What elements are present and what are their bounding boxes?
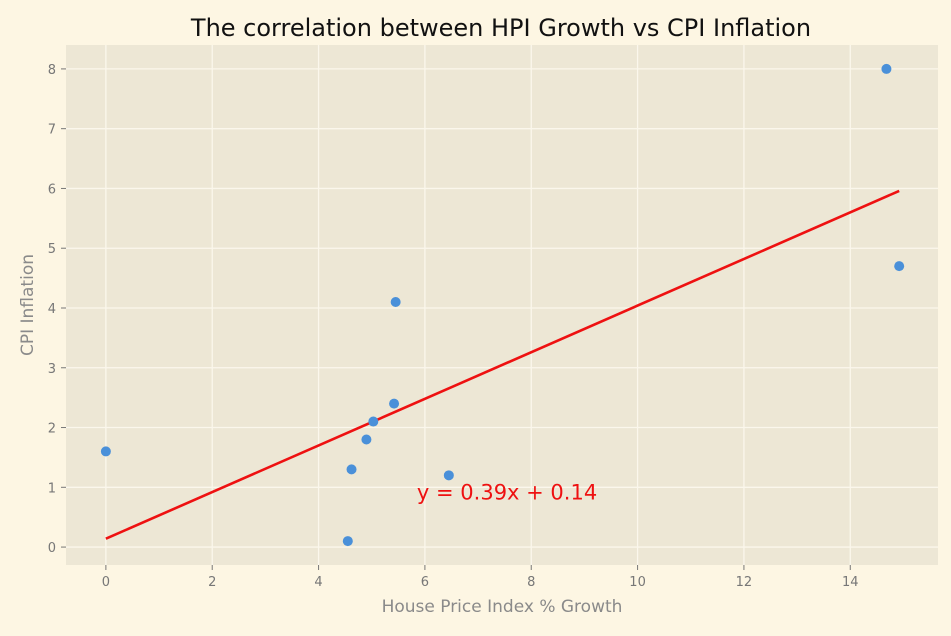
x-tick-label: 4 (314, 575, 322, 590)
x-tick-label: 8 (527, 575, 535, 590)
data-point (100, 446, 111, 457)
trendline (105, 189, 900, 540)
y-tick-label: 7 (48, 123, 56, 138)
y-tick-label: 4 (48, 302, 56, 317)
x-tick-label: 10 (629, 575, 646, 590)
regression-equation: y = 0.39x + 0.14 (417, 480, 597, 504)
y-tick-label: 2 (48, 422, 56, 437)
y-tick-label: 0 (48, 541, 56, 556)
y-tick-label: 3 (48, 362, 56, 377)
data-point (368, 416, 379, 427)
y-tick-label: 8 (48, 63, 56, 78)
x-tick-label: 2 (208, 575, 216, 590)
x-tick-label: 12 (736, 575, 753, 590)
y-tick-label: 1 (48, 481, 56, 496)
data-point (443, 470, 454, 481)
x-tick-label: 0 (102, 575, 110, 590)
data-point (389, 398, 400, 409)
data-point (894, 261, 905, 272)
plot-area (66, 45, 938, 565)
y-tick-label: 6 (48, 182, 56, 197)
y-tick-label: 5 (48, 242, 56, 257)
data-point (390, 297, 401, 308)
data-point (346, 464, 357, 475)
chart-title: The correlation between HPI Growth vs CP… (190, 14, 811, 42)
x-axis-label: House Price Index % Growth (382, 597, 623, 617)
data-point (881, 63, 892, 74)
data-point (361, 434, 372, 445)
trendline-group (105, 189, 900, 540)
data-points (100, 63, 905, 547)
x-tick-label: 14 (842, 575, 859, 590)
grid-lines (66, 45, 938, 565)
x-tick-label: 6 (421, 575, 429, 590)
y-axis-label: CPI Inflation (18, 254, 38, 356)
data-point (342, 536, 353, 547)
